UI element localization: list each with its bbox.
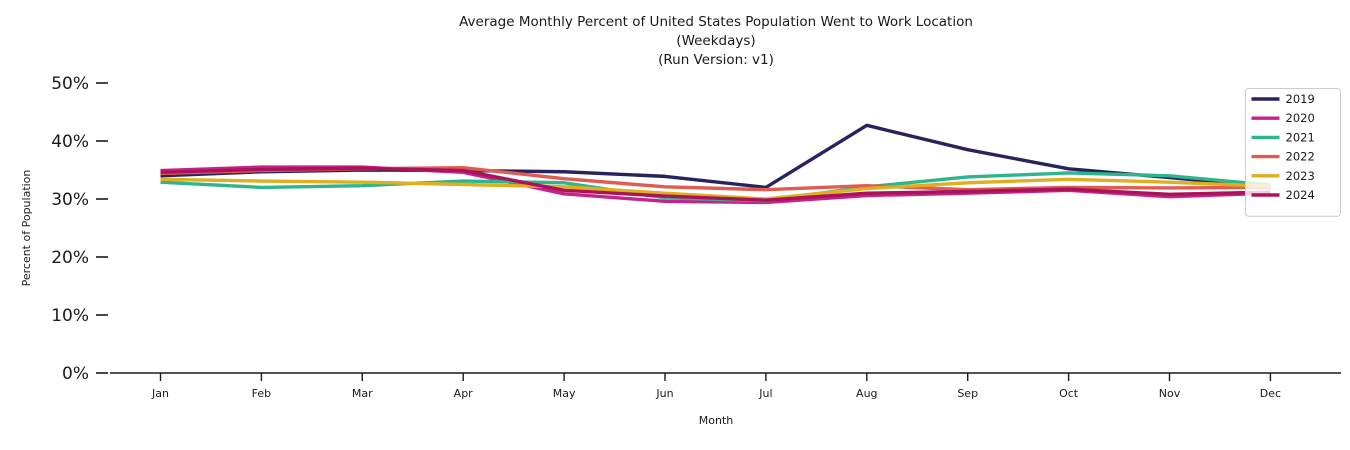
x-tick-label: Mar: [352, 387, 373, 400]
series-line-2023: [160, 177, 1271, 201]
legend-label-2024: 2024: [1286, 188, 1315, 202]
x-tick-label: Dec: [1260, 387, 1281, 400]
chart-title-line1: Average Monthly Percent of United States…: [459, 14, 973, 30]
x-tick-label: Jul: [758, 387, 772, 400]
legend-label-2022: 2022: [1286, 150, 1315, 164]
legend-label-2023: 2023: [1286, 169, 1315, 183]
legend-label-2020: 2020: [1286, 111, 1315, 125]
y-tick-label: 40%: [51, 132, 89, 152]
chart-title-line2: (Weekdays): [676, 33, 755, 49]
y-tick-label: 30%: [51, 190, 89, 210]
plot-area: 0% 10% 20% 30% 40% 50% Jan Feb Mar Apr May Jun Jul Au…: [51, 74, 1341, 400]
y-axis-title: Percent of Population: [20, 170, 33, 287]
x-tick-label: Nov: [1159, 387, 1181, 400]
y-tick-label: 20%: [51, 248, 89, 268]
x-tick-label: Jun: [655, 387, 673, 400]
x-axis-title: Month: [699, 414, 734, 427]
x-tick-label: Feb: [252, 387, 271, 400]
x-tick-label: Aug: [856, 387, 877, 400]
legend-label-2021: 2021: [1286, 130, 1315, 144]
legend-label-2019: 2019: [1286, 92, 1315, 106]
legend-box: [1245, 88, 1341, 217]
x-tick-label: May: [553, 387, 576, 400]
series-line-2024: [160, 166, 1271, 202]
y-tick-label: 10%: [51, 306, 89, 326]
y-tick-label: 50%: [51, 74, 89, 94]
series-line-2019: [160, 123, 1271, 190]
chart-title-line3: (Run Version: v1): [658, 52, 774, 68]
y-tick-label: 0%: [62, 364, 89, 384]
x-tick-label: Jan: [151, 387, 169, 400]
x-tick-label: Sep: [957, 387, 978, 400]
x-tick-label: Oct: [1059, 387, 1079, 400]
x-tick-label: Apr: [454, 387, 474, 400]
